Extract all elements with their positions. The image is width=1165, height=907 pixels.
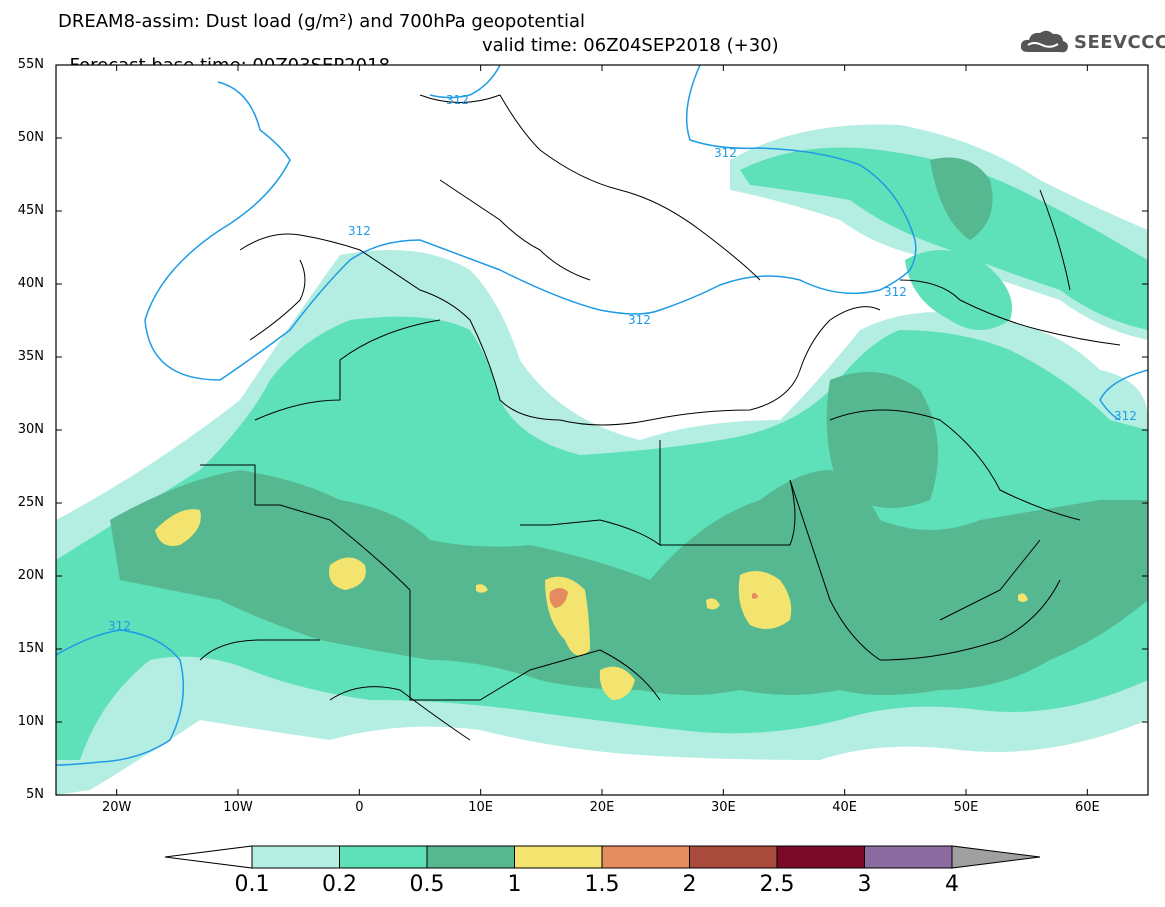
lon-label: 40E <box>832 800 858 815</box>
lat-label: 40N <box>17 276 44 291</box>
lat-label: 45N <box>17 203 44 218</box>
colorbar-label: 1 <box>507 872 522 897</box>
colorbar-label: 2 <box>682 872 697 897</box>
dust-level-1 <box>155 509 1028 700</box>
colorbar-label: 3 <box>857 872 872 897</box>
lat-label: 55N <box>17 57 44 72</box>
lat-label: 50N <box>17 130 44 145</box>
contour-label-312: 312 <box>714 146 737 160</box>
lon-label: 20W <box>101 800 132 815</box>
lon-label: 10E <box>468 800 494 815</box>
colorbar-label: 2.5 <box>759 872 795 897</box>
lat-label: 15N <box>17 641 44 656</box>
colorbar-label: 1.5 <box>584 872 620 897</box>
cloud-logo-icon <box>1020 30 1068 53</box>
dust-level-0.5 <box>110 157 1148 695</box>
dust-level-1.5 <box>549 588 758 608</box>
seevccc-logo: SEEVCCC <box>1018 26 1165 58</box>
lon-label: 10W <box>223 800 253 815</box>
contour-label-312: 312 <box>348 224 371 238</box>
contour-label-312: 312 <box>446 93 469 107</box>
lat-label: 10N <box>17 714 44 729</box>
lat-label: 25N <box>17 495 44 510</box>
contour-label-312: 312 <box>1114 409 1137 423</box>
colorbar-label: 0.2 <box>322 872 357 897</box>
contour-labels: 312 312 312 312 312 312 312 <box>108 93 1137 633</box>
colorbar-label: 4 <box>945 872 959 897</box>
lon-label: 50E <box>953 800 979 815</box>
lon-label: 20E <box>589 800 615 815</box>
lat-label: 5N <box>26 787 44 802</box>
colorbar-label: 0.1 <box>234 872 270 897</box>
lon-label: 30E <box>710 800 736 815</box>
lon-label: 0 <box>355 800 364 815</box>
political-borders <box>199 94 1121 741</box>
map-title: DREAM8-assim: Dust load (g/m²) and 700hP… <box>58 11 585 32</box>
lon-label: 60E <box>1074 800 1100 815</box>
contour-label-312: 312 <box>628 313 651 327</box>
axis-ticks <box>56 64 1148 796</box>
lat-label: 35N <box>17 349 44 364</box>
lat-label: 30N <box>17 422 44 437</box>
lat-label: 20N <box>17 568 44 583</box>
logo-text: SEEVCCC <box>1074 32 1165 53</box>
colorbar-label: 0.5 <box>409 872 445 897</box>
valid-time: valid time: 06Z04SEP2018 (+30) <box>482 35 779 56</box>
contour-label-312: 312 <box>884 285 907 299</box>
contour-label-312: 312 <box>108 619 131 633</box>
